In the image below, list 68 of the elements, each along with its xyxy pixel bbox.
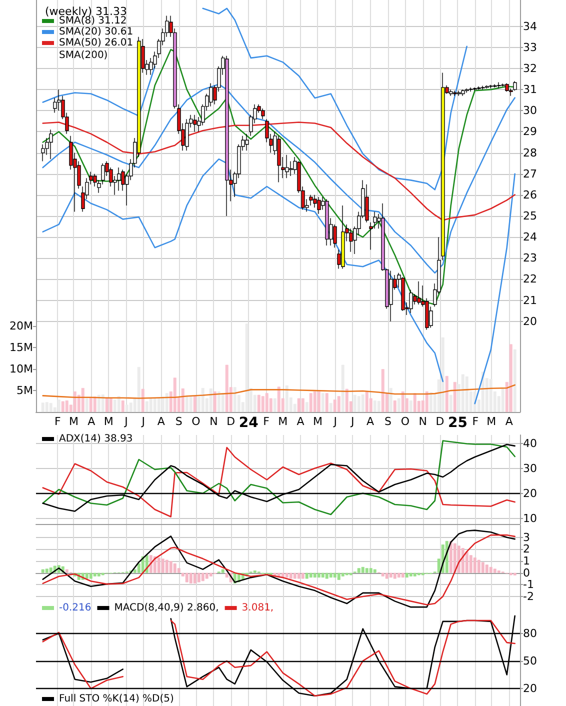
y-tick-label: 30	[523, 104, 537, 118]
legend-label: -0.216	[59, 602, 92, 614]
y-tick-label: 80	[523, 626, 537, 640]
x-tick-label: S	[175, 415, 182, 428]
y2-tick-label: 10M	[10, 362, 33, 376]
x-tick-label: F	[54, 415, 61, 428]
y-tick-label: 3	[523, 530, 530, 544]
y-tick-label: 25	[523, 210, 537, 223]
x-tick-label: M	[68, 415, 78, 428]
x-tick-label: M	[312, 415, 322, 428]
x-tick-label: J	[350, 415, 354, 428]
x-tick-label: M	[104, 415, 114, 428]
y-tick-label: 23	[523, 252, 537, 265]
x-tick-label: D	[226, 415, 236, 428]
y-tick-label: 31	[523, 83, 537, 96]
y-tick-label: 32	[523, 62, 537, 75]
y-tick-label: 10	[523, 512, 537, 525]
legend-label: SMA(50) 26.01	[59, 38, 134, 48]
x-tick-label: M	[278, 415, 288, 428]
x-tick-label: A	[296, 415, 305, 428]
y2-tick-label: 5M	[16, 384, 33, 398]
legend-label: Full STO %K(14) %D(5)	[59, 694, 174, 704]
x-tick-label: O	[400, 415, 410, 428]
legend-label: 3.081,	[242, 602, 274, 614]
annotation: SMA(200)	[59, 50, 108, 61]
y2-tick-label: 15M	[10, 341, 33, 354]
y-tick-label: 26	[523, 188, 537, 202]
y-tick-label: 34	[523, 20, 537, 33]
x-tick-label: F	[472, 415, 479, 428]
y-tick-label: 30	[523, 462, 537, 475]
x-tick-label: M	[486, 415, 496, 428]
y-tick-label: 27	[523, 167, 537, 180]
y-tick-label: 2	[523, 542, 530, 556]
x-tick-label: S	[384, 415, 392, 428]
x-tick-label: 25	[448, 415, 468, 431]
y-tick-label: -1	[523, 578, 534, 592]
y-tick-label: -2	[523, 590, 534, 603]
y-tick-label: 20	[523, 486, 537, 500]
legend-label: ADX(14) 38.93	[59, 434, 133, 444]
x-tick-label: A	[366, 415, 375, 428]
y-tick-label: 20	[523, 314, 537, 328]
x-tick-label: J	[124, 415, 128, 428]
y-tick-label: 40	[523, 436, 537, 450]
x-tick-label: F	[263, 415, 270, 428]
x-tick-label: O	[192, 415, 201, 428]
x-tick-label: N	[418, 415, 427, 428]
x-tick-label: J	[140, 415, 146, 428]
x-tick-label: 24	[238, 415, 259, 431]
y2-tick-label: 20M	[10, 320, 33, 333]
y-tick-label: 50	[523, 654, 537, 668]
y-tick-label: 24	[523, 230, 537, 244]
y-tick-label: 33	[523, 40, 537, 54]
y-tick-label: 1	[523, 554, 530, 568]
legend-label: SMA(8) 31.12	[59, 16, 127, 26]
y-tick-label: 22	[523, 272, 537, 286]
x-tick-label: A	[88, 415, 96, 428]
x-tick-label: N	[210, 415, 218, 428]
x-tick-label: J	[332, 415, 338, 428]
y-tick-label: 20	[523, 682, 537, 696]
x-tick-label: A	[157, 415, 166, 428]
legend-label: MACD(8,40,9) 2.860,	[114, 602, 219, 614]
x-tick-label: A	[505, 415, 514, 428]
y-tick-label: 0	[523, 566, 530, 580]
y-tick-label: 28	[523, 146, 537, 160]
legend-label: SMA(20) 30.61	[59, 26, 134, 38]
y-tick-label: 21	[523, 294, 537, 307]
x-tick-label: D	[436, 415, 444, 428]
y-tick-label: 29	[523, 125, 537, 138]
